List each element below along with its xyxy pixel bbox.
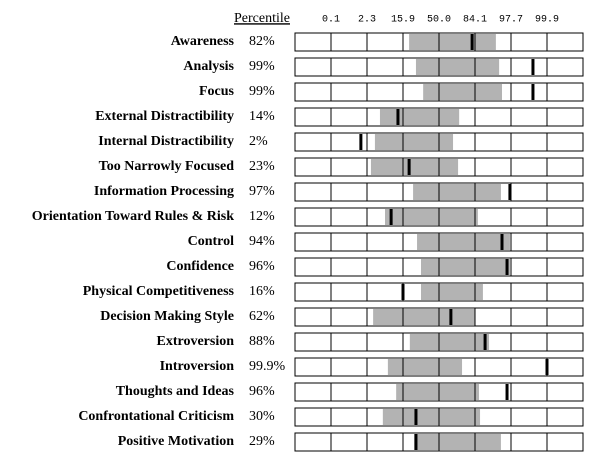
percentile-label: 99.9% xyxy=(249,359,286,374)
percentile-label: 30% xyxy=(249,409,275,424)
percentile-label: 23% xyxy=(249,159,275,174)
marker xyxy=(483,334,487,350)
category-label: Extroversion xyxy=(156,334,234,349)
marker xyxy=(470,34,474,50)
marker xyxy=(389,209,393,225)
range-bar xyxy=(385,209,478,225)
category-label: Thoughts and Ideas xyxy=(116,384,235,399)
marker xyxy=(500,234,504,250)
category-label: External Distractibility xyxy=(95,109,234,124)
x-tick-label: 0.1 xyxy=(322,15,340,26)
category-label: Decision Making Style xyxy=(100,309,234,324)
percentile-label: 88% xyxy=(249,334,275,349)
range-bar xyxy=(409,334,490,350)
percentile-label: 29% xyxy=(249,434,275,449)
marker xyxy=(401,284,405,300)
range-bar xyxy=(396,384,479,400)
percentile-label: 97% xyxy=(249,184,275,199)
marker xyxy=(531,84,535,100)
percentile-label: 16% xyxy=(249,284,275,299)
percentile-label: 62% xyxy=(249,309,275,324)
marker xyxy=(531,59,535,75)
marker xyxy=(505,259,509,275)
axis-label: Percentile xyxy=(234,11,290,26)
category-label: Introversion xyxy=(160,359,235,374)
marker xyxy=(505,384,509,400)
range-bar xyxy=(374,134,454,150)
percentile-label: 96% xyxy=(249,384,275,399)
category-label: Control xyxy=(188,234,235,249)
range-bar xyxy=(382,409,481,425)
x-tick-label: 97.7 xyxy=(499,15,523,26)
x-tick-label: 2.3 xyxy=(358,15,376,26)
marker xyxy=(359,134,363,150)
percentile-label: 82% xyxy=(249,34,275,49)
percentile-label: 99% xyxy=(249,59,275,74)
range-bar xyxy=(417,234,510,250)
category-label: Analysis xyxy=(183,59,234,74)
x-tick-label: 15.9 xyxy=(391,15,415,26)
percentile-label: 14% xyxy=(249,109,275,124)
marker xyxy=(508,184,512,200)
marker xyxy=(449,309,453,325)
range-bar xyxy=(387,359,463,375)
x-tick-label: 50.0 xyxy=(427,15,451,26)
category-label: Orientation Toward Rules & Risk xyxy=(32,209,234,224)
category-label: Positive Motivation xyxy=(118,434,234,449)
marker xyxy=(414,409,418,425)
category-label: Too Narrowly Focused xyxy=(99,159,235,174)
percentile-label: 99% xyxy=(249,84,275,99)
category-label: Confrontational Criticism xyxy=(78,409,234,424)
marker xyxy=(407,159,411,175)
percentile-label: 2% xyxy=(249,134,268,149)
category-label: Physical Competitiveness xyxy=(83,284,235,299)
percentile-label: 94% xyxy=(249,234,275,249)
marker xyxy=(396,109,400,125)
percentile-label: 12% xyxy=(249,209,275,224)
range-bar xyxy=(413,184,501,200)
percentile-label: 96% xyxy=(249,259,275,274)
range-bar xyxy=(423,84,502,100)
range-bar xyxy=(373,309,475,325)
range-bar xyxy=(415,59,500,75)
range-bar xyxy=(421,284,483,300)
marker xyxy=(545,359,549,375)
range-bar xyxy=(370,159,459,175)
range-bar xyxy=(414,434,501,450)
x-tick-label: 84.1 xyxy=(463,15,487,26)
range-bar xyxy=(379,109,460,125)
marker xyxy=(414,434,418,450)
range-bar xyxy=(409,34,496,50)
category-label: Confidence xyxy=(166,259,234,274)
range-bar xyxy=(421,259,510,275)
x-tick-label: 99.9 xyxy=(535,15,559,26)
category-label: Internal Distractibility xyxy=(98,134,234,149)
category-label: Information Processing xyxy=(94,184,234,199)
category-label: Awareness xyxy=(171,34,235,49)
category-label: Focus xyxy=(199,84,235,99)
